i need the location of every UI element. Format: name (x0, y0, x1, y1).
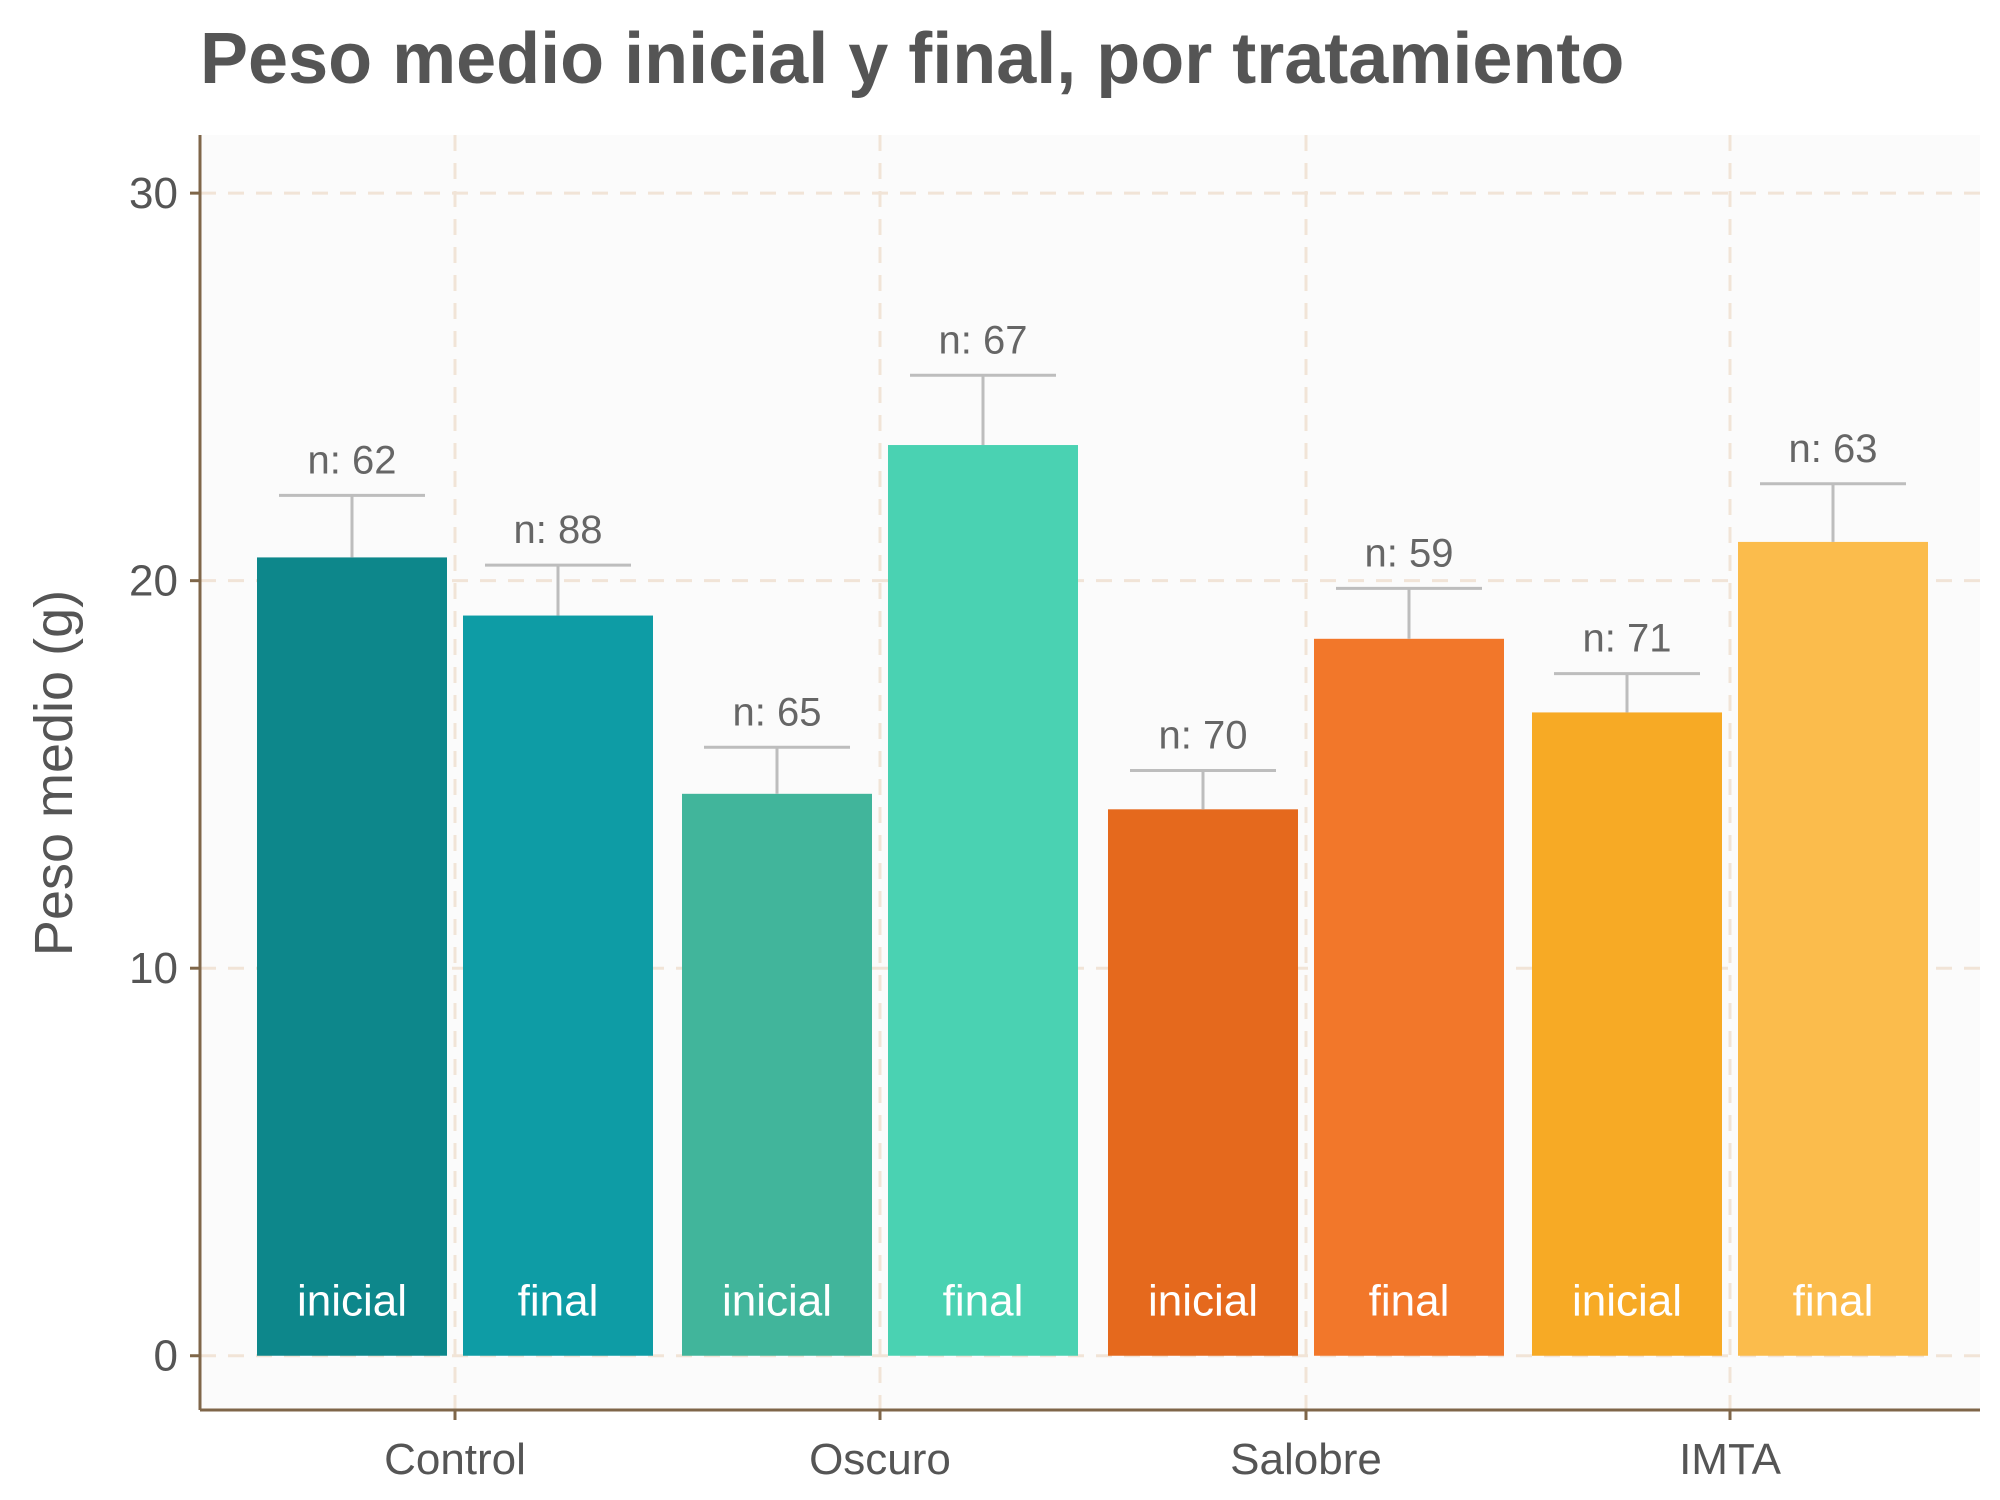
n-label: n: 67 (939, 318, 1028, 362)
chart-title: Peso medio inicial y final, por tratamie… (200, 19, 1625, 99)
bar-series-label: final (1793, 1277, 1874, 1326)
x-tick-label: Control (384, 1435, 526, 1484)
bar (463, 615, 653, 1356)
y-tick-label: 10 (129, 944, 178, 993)
y-axis-title: Peso medio (g) (24, 590, 84, 956)
n-label: n: 63 (1789, 427, 1878, 471)
bar (1314, 638, 1504, 1356)
n-label: n: 62 (308, 438, 397, 482)
y-tick-label: 30 (129, 169, 178, 218)
y-tick-label: 0 (154, 1332, 178, 1381)
bar (257, 557, 447, 1356)
n-label: n: 70 (1159, 714, 1248, 758)
bar (1108, 809, 1298, 1356)
bar (682, 793, 872, 1356)
bar-series-label: inicial (297, 1277, 407, 1326)
bar (1738, 541, 1928, 1356)
x-tick-label: Salobre (1230, 1435, 1382, 1484)
bar-series-label: inicial (1148, 1277, 1258, 1326)
bar (1532, 712, 1722, 1356)
y-tick-label: 20 (129, 557, 178, 606)
bar-series-label: final (1369, 1277, 1450, 1326)
bar-series-label: inicial (1572, 1277, 1682, 1326)
n-label: n: 88 (514, 508, 603, 552)
bar-series-label: final (943, 1277, 1024, 1326)
x-tick-label: Oscuro (809, 1435, 951, 1484)
n-label: n: 65 (733, 690, 822, 734)
bar-series-label: final (518, 1277, 599, 1326)
bars-group: n: 62 inicial n: 65 inicial n: 70 inicial n: 7… (257, 318, 1928, 1356)
axes: 0 10 20 30 Control Oscuro Salobre IMTA (129, 135, 1980, 1484)
n-label: n: 59 (1365, 531, 1454, 575)
bar-series-label: inicial (722, 1277, 832, 1326)
x-tick-label: IMTA (1679, 1435, 1781, 1484)
n-label: n: 71 (1583, 617, 1672, 661)
bar (888, 445, 1078, 1356)
